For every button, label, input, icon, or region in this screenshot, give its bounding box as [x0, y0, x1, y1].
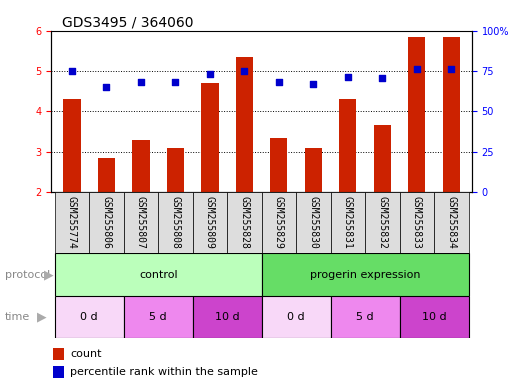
Bar: [55, 253, 262, 296]
Point: [206, 71, 214, 77]
Bar: [124, 192, 158, 253]
Bar: [262, 192, 296, 253]
Text: GSM255808: GSM255808: [170, 196, 181, 249]
Text: 10 d: 10 d: [422, 312, 446, 322]
Bar: [55, 296, 124, 338]
Bar: [443, 37, 460, 192]
Bar: [270, 137, 287, 192]
Bar: [53, 366, 64, 378]
Point: [447, 66, 456, 72]
Text: 0 d: 0 d: [287, 312, 305, 322]
Bar: [400, 192, 434, 253]
Text: GSM255829: GSM255829: [274, 196, 284, 249]
Bar: [305, 148, 322, 192]
Bar: [262, 253, 468, 296]
Text: 5 d: 5 d: [149, 312, 167, 322]
Bar: [227, 192, 262, 253]
Text: 5 d: 5 d: [356, 312, 374, 322]
Text: GSM255834: GSM255834: [446, 196, 456, 249]
Text: GSM255809: GSM255809: [205, 196, 215, 249]
Text: progerin expression: progerin expression: [310, 270, 420, 280]
Bar: [296, 192, 330, 253]
Point: [412, 66, 421, 72]
Text: GSM255828: GSM255828: [240, 196, 249, 249]
Bar: [262, 296, 330, 338]
Bar: [98, 158, 115, 192]
Point: [378, 75, 386, 81]
Text: 10 d: 10 d: [215, 312, 240, 322]
Point: [171, 79, 180, 85]
Bar: [158, 192, 193, 253]
Bar: [330, 192, 365, 253]
Bar: [339, 99, 357, 192]
Point: [68, 68, 76, 74]
Text: GSM255833: GSM255833: [412, 196, 422, 249]
Bar: [193, 192, 227, 253]
Text: GSM255807: GSM255807: [136, 196, 146, 249]
Text: GSM255806: GSM255806: [102, 196, 111, 249]
Point: [309, 81, 318, 87]
Bar: [124, 296, 193, 338]
Text: time: time: [5, 312, 30, 322]
Bar: [434, 192, 468, 253]
Text: GSM255830: GSM255830: [308, 196, 319, 249]
Text: percentile rank within the sample: percentile rank within the sample: [70, 367, 258, 377]
Text: protocol: protocol: [5, 270, 50, 280]
Text: count: count: [70, 349, 102, 359]
Bar: [193, 296, 262, 338]
Bar: [167, 148, 184, 192]
Text: GSM255831: GSM255831: [343, 196, 353, 249]
Text: GDS3495 / 364060: GDS3495 / 364060: [62, 15, 193, 29]
Text: ▶: ▶: [37, 310, 47, 323]
Point: [344, 74, 352, 80]
Bar: [55, 192, 89, 253]
Bar: [132, 140, 150, 192]
Point: [137, 79, 145, 85]
Bar: [400, 296, 468, 338]
Bar: [201, 83, 219, 192]
Text: GSM255832: GSM255832: [377, 196, 387, 249]
Text: 0 d: 0 d: [81, 312, 98, 322]
Point: [103, 84, 111, 90]
Bar: [89, 192, 124, 253]
Text: control: control: [139, 270, 177, 280]
Point: [275, 79, 283, 85]
Bar: [365, 192, 400, 253]
Text: GSM255774: GSM255774: [67, 196, 77, 249]
Text: ▶: ▶: [44, 268, 53, 281]
Bar: [64, 99, 81, 192]
Bar: [330, 296, 400, 338]
Point: [240, 68, 248, 74]
Bar: [373, 126, 391, 192]
Bar: [408, 37, 425, 192]
Bar: [53, 348, 64, 359]
Bar: [236, 57, 253, 192]
